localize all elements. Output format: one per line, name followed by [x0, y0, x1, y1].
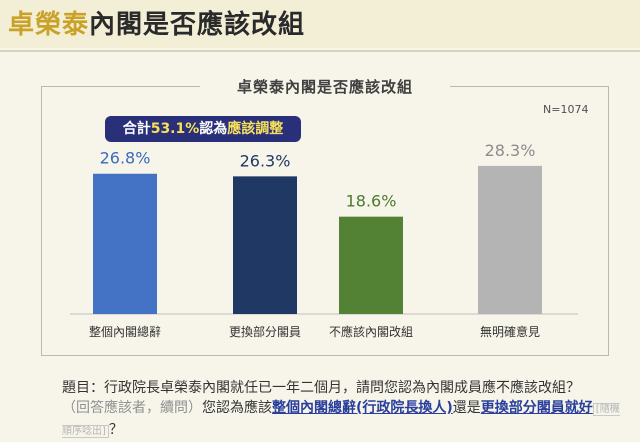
category-label-4: 無明確意見: [480, 324, 540, 339]
survey-question: 題目：行政院長卓榮泰內閣就任已一年二個月，請問您認為內閣成員應不應該改組？ （回…: [62, 378, 622, 442]
bar-1: [93, 173, 157, 314]
category-label-1: 整個內閣總辭: [89, 324, 161, 339]
followup-condition: （回答應該者，續問）: [62, 400, 202, 416]
category-label-2: 更換部分閣員: [229, 324, 301, 339]
connector-text: 還是: [452, 400, 481, 416]
followup-text: 您認為應該: [202, 400, 272, 416]
bar-2: [233, 176, 297, 314]
page-title-rest: 內閣是否應該改組: [89, 10, 306, 40]
sample-size-label: N=1074: [543, 103, 589, 116]
bar-value-label-2: 26.3%: [240, 151, 291, 170]
question-line-1: 題目：行政院長卓榮泰內閣就任已一年二個月，請問您認為內閣成員應不應該改組？: [62, 380, 580, 396]
annotation-emphasis: 應該調整: [227, 121, 284, 137]
bar-4: [478, 165, 542, 314]
header-divider: [0, 50, 640, 52]
header-bar: 卓榮泰內閣是否應該改組: [0, 0, 640, 48]
chart-title: 卓榮泰內閣是否應該改組: [200, 76, 450, 98]
option-2-text: 更換部分閣員就好: [480, 400, 593, 416]
category-label-3: 不應該內閣改組: [329, 324, 413, 339]
total-annotation-badge: 合計53.1%認為應該調整: [105, 116, 301, 142]
bar-value-label-1: 26.8%: [100, 149, 151, 168]
question-line-2: （回答應該者，續問）您認為應該整個內閣總辭(行政院長換人)還是更換部分閣員就好[…: [62, 398, 622, 442]
annotation-prefix: 合計: [122, 121, 151, 137]
question-end: ？: [108, 422, 123, 438]
bar-3: [339, 216, 403, 314]
annotation-middle: 認為: [199, 121, 228, 137]
option-1-text: 整個內閣總辭(行政院長換人): [272, 400, 453, 416]
bar-value-label-3: 18.6%: [346, 192, 397, 211]
order-note: [隨機順序唸出]: [62, 403, 620, 438]
bar-value-label-4: 28.3%: [485, 141, 536, 160]
page-title: 卓榮泰內閣是否應該改組: [8, 4, 305, 41]
annotation-percent: 53.1%: [150, 121, 200, 137]
page-title-highlight: 卓榮泰: [8, 10, 90, 40]
